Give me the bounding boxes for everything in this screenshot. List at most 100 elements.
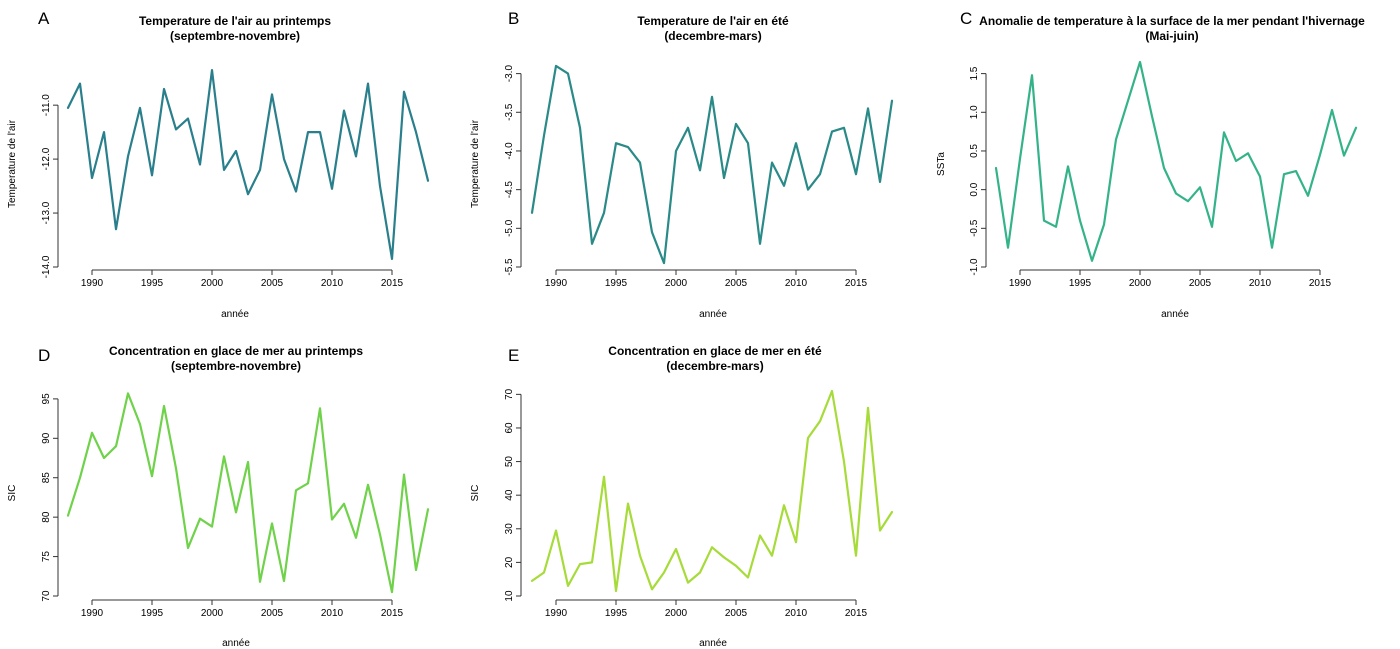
data-point <box>1151 115 1153 117</box>
data-point <box>235 150 237 152</box>
data-point <box>1055 226 1057 228</box>
data-point <box>795 541 797 543</box>
data-point <box>1319 154 1321 156</box>
data-point <box>403 91 405 93</box>
x-tick-label: 2005 <box>1189 278 1212 289</box>
data-point <box>639 162 641 164</box>
y-tick-label: 80 <box>41 511 52 523</box>
chart-subtitle: (decembre-mars) <box>664 29 761 43</box>
data-point <box>295 190 297 192</box>
data-point <box>807 189 809 191</box>
data-point <box>567 585 569 587</box>
data-point <box>1043 220 1045 222</box>
x-tick-label: 1990 <box>545 608 568 619</box>
data-point <box>259 581 261 583</box>
data-point <box>1007 247 1009 249</box>
data-point <box>855 173 857 175</box>
data-point <box>627 146 629 148</box>
data-point <box>843 461 845 463</box>
y-axis-label: SIC <box>470 485 481 502</box>
data-point <box>675 548 677 550</box>
data-point <box>415 569 417 571</box>
panel-letter-e: E <box>508 346 519 365</box>
data-point <box>711 96 713 98</box>
x-tick-label: 1995 <box>605 608 628 619</box>
chart-title: Concentration en glace de mer au printem… <box>109 344 363 358</box>
y-tick-label: -12.0 <box>41 147 52 170</box>
data-point <box>543 134 545 136</box>
data-point <box>723 177 725 179</box>
panel-letter-a: A <box>38 9 50 28</box>
series-line <box>994 60 1358 262</box>
x-tick-label: 2000 <box>201 608 224 619</box>
data-point <box>879 529 881 531</box>
data-point <box>1187 200 1189 202</box>
y-tick-label: -5.5 <box>504 258 515 276</box>
y-tick-label: -4.0 <box>504 142 515 160</box>
data-point <box>1271 247 1273 249</box>
y-tick-label: -14.0 <box>41 255 52 278</box>
data-point <box>379 185 381 187</box>
data-point <box>1355 127 1357 129</box>
data-point <box>355 155 357 157</box>
data-point <box>1163 167 1165 169</box>
y-tick-label: 1.0 <box>969 105 980 119</box>
y-tick-label: -0.5 <box>969 219 980 237</box>
data-point <box>1019 158 1021 160</box>
plot-area: -5.5 -5.0 -4.5 -4.0 -3.5 -3.0 1990 1995 2000 2005… <box>504 65 894 289</box>
data-point <box>151 174 153 176</box>
y-tick-label: -5.0 <box>504 219 515 237</box>
x-tick-label: 2015 <box>1309 278 1332 289</box>
data-point <box>391 591 393 593</box>
data-point <box>1247 152 1249 154</box>
data-point <box>579 563 581 565</box>
panel-a: A Temperature de l'air au printemps (sep… <box>7 9 430 320</box>
x-tick-label: 1990 <box>545 278 568 289</box>
x-tick-label: 2010 <box>321 608 344 619</box>
y-tick-label: 0.0 <box>969 182 980 196</box>
x-tick-label: 2000 <box>665 608 688 619</box>
data-point <box>79 83 81 85</box>
data-point <box>603 212 605 214</box>
data-point <box>771 555 773 557</box>
data-point <box>687 127 689 129</box>
x-tick-label: 2015 <box>381 608 404 619</box>
data-point <box>879 181 881 183</box>
chart-title: Concentration en glace de mer en été <box>608 344 822 358</box>
data-point <box>831 131 833 133</box>
data-point <box>735 123 737 125</box>
chart-subtitle: (septembre-novembre) <box>171 359 301 373</box>
y-tick-label: 70 <box>504 388 515 400</box>
data-point <box>223 169 225 171</box>
plot-area: -1.0 -0.5 0.0 0.5 1.0 1.5 1990 1995 2000 2005 2010… <box>969 60 1358 289</box>
data-point <box>891 100 893 102</box>
data-point <box>795 142 797 144</box>
x-tick-label: 2005 <box>725 278 748 289</box>
data-point <box>1211 226 1213 228</box>
data-point <box>1295 170 1297 172</box>
data-point <box>891 511 893 513</box>
data-point <box>295 489 297 491</box>
data-point <box>247 461 249 463</box>
x-axis-label: année <box>699 309 727 320</box>
data-point <box>579 127 581 129</box>
data-point <box>1175 193 1177 195</box>
x-axis-label: année <box>1161 309 1189 320</box>
data-point <box>115 445 117 447</box>
data-point <box>247 193 249 195</box>
plot-area: -14.0 -13.0 -12.0 -11.0 1990 1995 2000 2005 2010… <box>41 68 430 289</box>
data-point <box>67 107 69 109</box>
data-point <box>783 504 785 506</box>
data-point <box>1307 195 1309 197</box>
x-tick-label: 2015 <box>845 278 868 289</box>
data-point <box>555 65 557 67</box>
data-point <box>1283 173 1285 175</box>
data-point <box>355 537 357 539</box>
data-point <box>331 519 333 521</box>
data-point <box>139 423 141 425</box>
data-point <box>1223 131 1225 133</box>
chart-subtitle: (decembre-mars) <box>666 359 763 373</box>
data-point <box>555 529 557 531</box>
y-tick-label: 85 <box>41 472 52 484</box>
data-point <box>319 407 321 409</box>
